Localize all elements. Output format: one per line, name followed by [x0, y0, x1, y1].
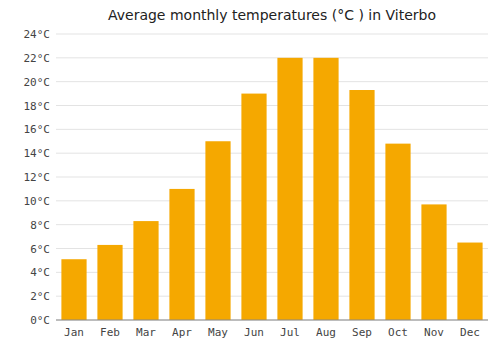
x-tick-label: Jun	[244, 326, 264, 339]
x-tick-label: Nov	[424, 326, 444, 339]
chart-svg: Average monthly temperatures (°C ) in Vi…	[0, 0, 500, 350]
y-tick-label: 12°C	[24, 171, 51, 184]
x-tick-label: Dec	[460, 326, 480, 339]
bar	[277, 58, 302, 320]
x-tick-label: Feb	[100, 326, 120, 339]
grid-line	[56, 129, 488, 130]
grid-line	[56, 105, 488, 106]
bar	[313, 58, 338, 320]
grid-line	[56, 177, 488, 178]
y-axis: 0°C 2°C 4°C 6°C 8°C 10°C 12°C 14°C 16°C 18°C 20°C 2…	[24, 28, 489, 327]
y-tick-label: 0°C	[30, 314, 50, 327]
y-tick-label: 4°C	[30, 266, 50, 279]
chart-container: Average monthly temperatures (°C ) in Vi…	[0, 0, 500, 350]
grid-line	[56, 320, 488, 321]
grid-line	[56, 200, 488, 201]
y-tick-label: 8°C	[30, 219, 50, 232]
x-tick-label: Jan	[64, 326, 84, 339]
x-tick-label: Aug	[316, 326, 336, 339]
bar	[385, 144, 410, 320]
bar	[61, 259, 86, 320]
bar	[97, 245, 122, 320]
x-tick-label: May	[208, 326, 228, 339]
x-axis-line	[56, 320, 488, 321]
bar	[457, 243, 482, 320]
y-tick-label: 14°C	[24, 147, 51, 160]
y-tick-label: 6°C	[30, 243, 50, 256]
y-tick-label: 18°C	[24, 100, 51, 113]
y-tick-label: 2°C	[30, 290, 50, 303]
chart-title: Average monthly temperatures (°C ) in Vi…	[108, 7, 436, 23]
x-tick-label: Oct	[388, 326, 408, 339]
y-tick-label: 20°C	[24, 76, 51, 89]
bars	[61, 58, 482, 320]
x-tick-label: Mar	[136, 326, 156, 339]
x-tick-label: Apr	[172, 326, 192, 339]
x-tick-label: Jul	[280, 326, 300, 339]
grid-line	[56, 34, 488, 35]
bar	[349, 90, 374, 320]
x-tick-label: Sep	[352, 326, 372, 339]
grid-line	[56, 57, 488, 58]
y-tick-label: 24°C	[24, 28, 51, 41]
y-tick-label: 22°C	[24, 52, 51, 65]
bar	[421, 204, 446, 320]
bar	[169, 189, 194, 320]
x-axis: Jan Feb Mar Apr May Jun Jul Aug Sep Oct Nov Dec	[64, 326, 480, 339]
bar	[241, 94, 266, 320]
bar	[133, 221, 158, 320]
grid-line	[56, 153, 488, 154]
bar	[205, 141, 230, 320]
y-tick-label: 10°C	[24, 195, 51, 208]
y-tick-label: 16°C	[24, 123, 51, 136]
grid-line	[56, 81, 488, 82]
